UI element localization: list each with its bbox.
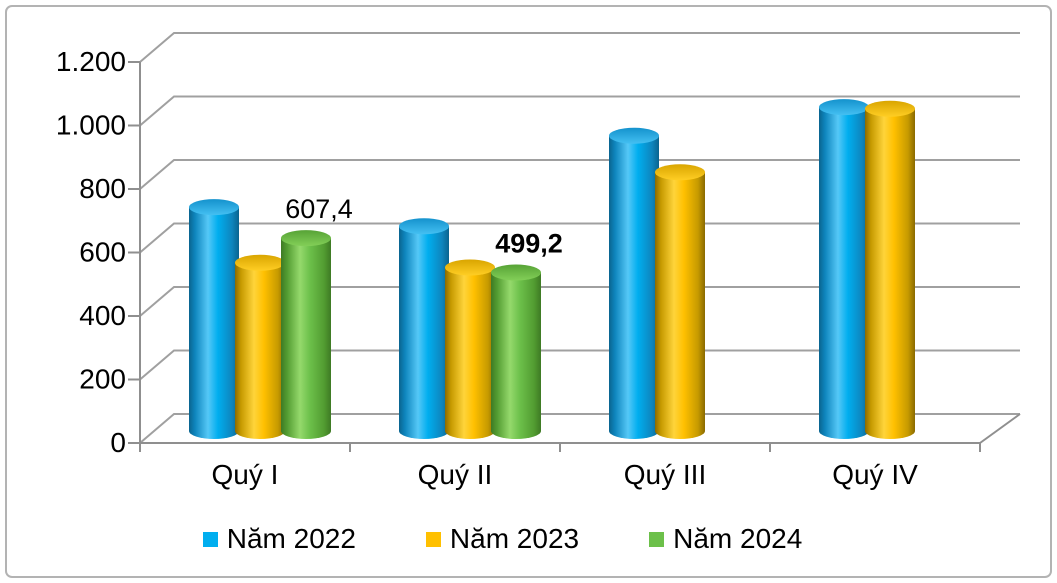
floor-right-edge xyxy=(979,413,1021,444)
gridline xyxy=(139,222,1020,254)
cylinder-body xyxy=(609,135,659,431)
cylinder-top xyxy=(655,164,705,181)
legend-swatch xyxy=(202,531,218,547)
cylinder-bar xyxy=(235,254,285,439)
y-tick-label: 0 xyxy=(110,427,126,458)
cylinder-top xyxy=(609,127,659,144)
category-label: Quý II xyxy=(418,459,493,490)
legend-label: Năm 2023 xyxy=(449,523,580,554)
legend-item-2023: Năm 2023 xyxy=(425,523,580,554)
y-tick-label: 200 xyxy=(79,364,126,395)
legend-label: Năm 2024 xyxy=(673,523,803,554)
legend-label: Năm 2022 xyxy=(226,523,356,554)
cylinder-bar xyxy=(865,100,915,439)
cylinder-body xyxy=(491,272,541,431)
cylinder-top xyxy=(399,218,449,235)
y-tick-label: 800 xyxy=(79,173,126,204)
gridline xyxy=(139,159,1020,190)
cylinder-bar xyxy=(399,218,449,439)
legend: Năm 2022 Năm 2023 Năm 2024 xyxy=(0,522,1031,556)
legend-item-2024: Năm 2024 xyxy=(649,525,802,553)
gridline xyxy=(139,349,1020,381)
cylinder-bar xyxy=(189,199,239,439)
category-label: Quý III xyxy=(624,459,706,490)
cylinder-top xyxy=(189,199,239,216)
x-axis-labels: Quý I Quý II Quý III Quý IV xyxy=(212,459,919,490)
legend-item-2022: Năm 2022 xyxy=(202,523,356,554)
data-label: 499,2 xyxy=(495,229,563,259)
cylinder-body xyxy=(235,262,285,431)
cylinder-body xyxy=(819,107,869,432)
gridlines xyxy=(139,32,1020,444)
cylinder-top xyxy=(281,230,331,247)
cylinder-bar xyxy=(655,164,705,439)
cylinder-bar xyxy=(819,99,869,439)
category-label: Quý IV xyxy=(832,459,918,490)
cylinder-bar xyxy=(609,127,659,439)
y-tick-label: 1.200 xyxy=(56,46,126,77)
gridline xyxy=(139,32,1020,63)
y-axis xyxy=(128,61,1021,452)
cylinder-bar xyxy=(445,259,495,439)
bars xyxy=(189,99,915,439)
cylinder-body xyxy=(655,172,705,432)
gridline xyxy=(139,286,1020,317)
cylinder-body xyxy=(865,108,915,432)
gridline xyxy=(139,95,1020,127)
legend-swatch xyxy=(649,531,665,547)
cylinder-bar xyxy=(491,264,541,439)
y-tick-label: 400 xyxy=(79,300,126,331)
cylinder-top xyxy=(865,100,915,117)
cylinder-body xyxy=(189,207,239,431)
cylinder-body xyxy=(445,267,495,431)
legend-swatch xyxy=(425,531,441,547)
cylinder-bar xyxy=(281,230,331,439)
data-label: 607,4 xyxy=(285,194,353,224)
y-tick-label: 600 xyxy=(79,237,126,268)
category-label: Quý I xyxy=(212,459,279,490)
cylinder-top xyxy=(819,99,869,116)
y-axis-labels: 0 200 400 600 800 1.000 1.200 xyxy=(56,46,126,458)
gridline xyxy=(139,413,1020,444)
cylinder-body xyxy=(281,238,331,431)
cylinder-top xyxy=(491,264,541,281)
cylinder-body xyxy=(399,226,449,431)
y-tick-label: 1.000 xyxy=(56,110,126,141)
data-labels: 607,4 499,2 xyxy=(285,194,563,258)
cylinder-top xyxy=(445,259,495,276)
cylinder-top xyxy=(235,254,285,271)
